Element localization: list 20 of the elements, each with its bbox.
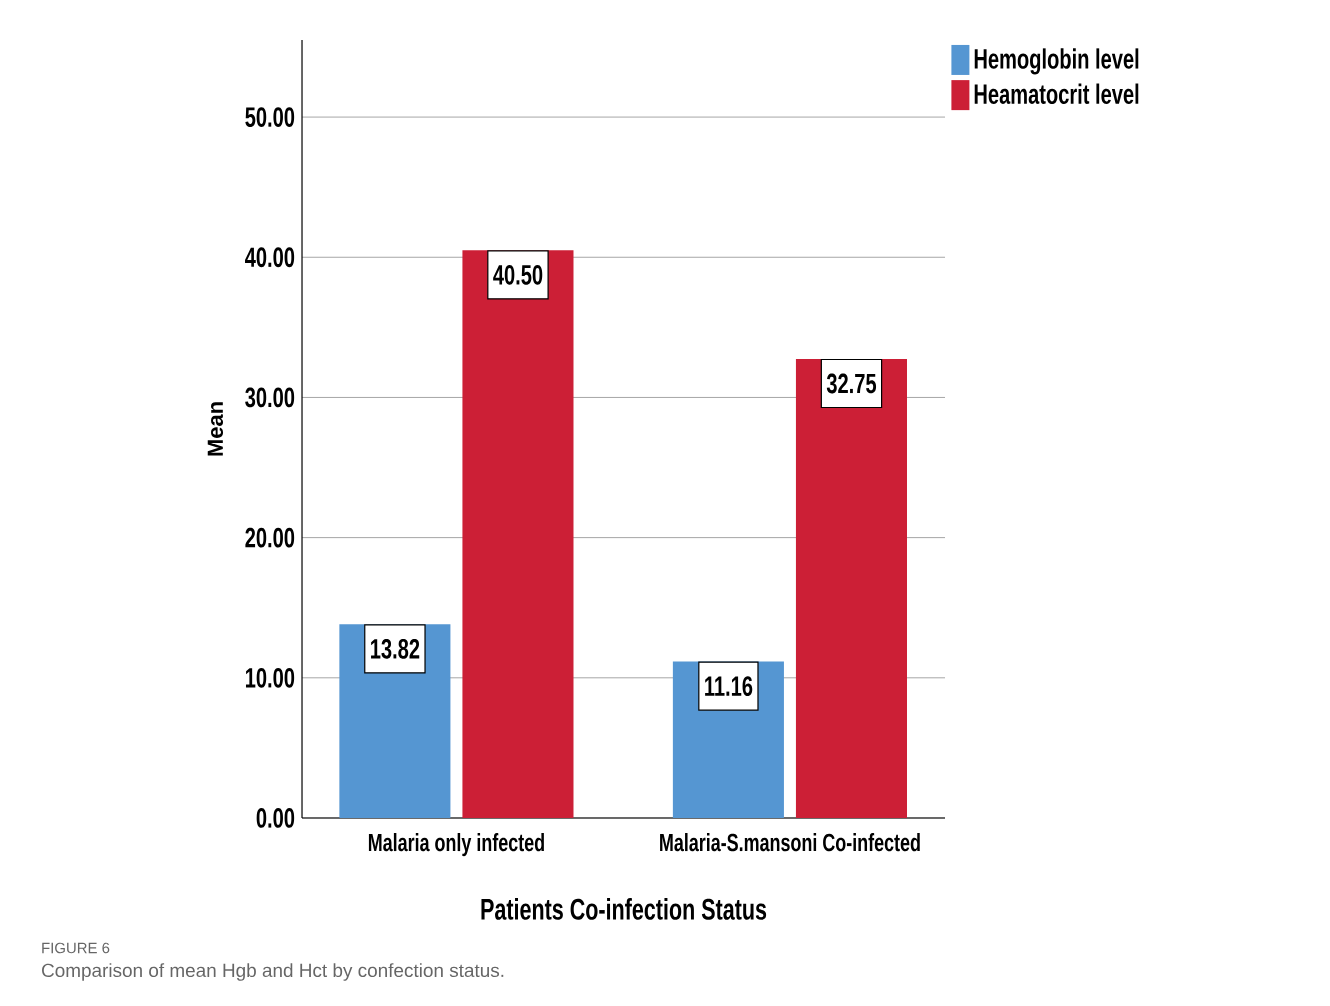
- x-tick-label: Malaria only infected: [368, 833, 544, 857]
- y-axis-title: Mean: [207, 402, 224, 456]
- text: Comparison of mean Hgb and Hct by confection status.: [42, 963, 504, 981]
- x-tick-label: Malaria-S.mansoni Co-infected: [660, 833, 920, 852]
- y-tick-label: 30.00: [245, 387, 295, 408]
- legend-label: Hemoglobin level: [974, 48, 1139, 75]
- data-label: 40.50: [493, 264, 543, 285]
- data-label: 32.75: [826, 373, 877, 394]
- bar: [462, 250, 574, 818]
- y-tick-label: 20.00: [245, 527, 295, 548]
- y-tick-label: 50.00: [245, 107, 295, 127]
- bar: [795, 358, 907, 818]
- y-tick-label: 10.00: [245, 667, 295, 688]
- data-label: 11.16: [705, 676, 753, 697]
- caption: FIGURE 6: [42, 942, 110, 954]
- legend-label: Heamatocrit level: [974, 83, 1139, 105]
- y-tick-label: 40.00: [245, 247, 295, 268]
- data-label: 13.82: [371, 638, 420, 659]
- x-axis-title: Patients Co-infection Status: [481, 897, 767, 920]
- y-tick-label: 0.00: [256, 808, 295, 828]
